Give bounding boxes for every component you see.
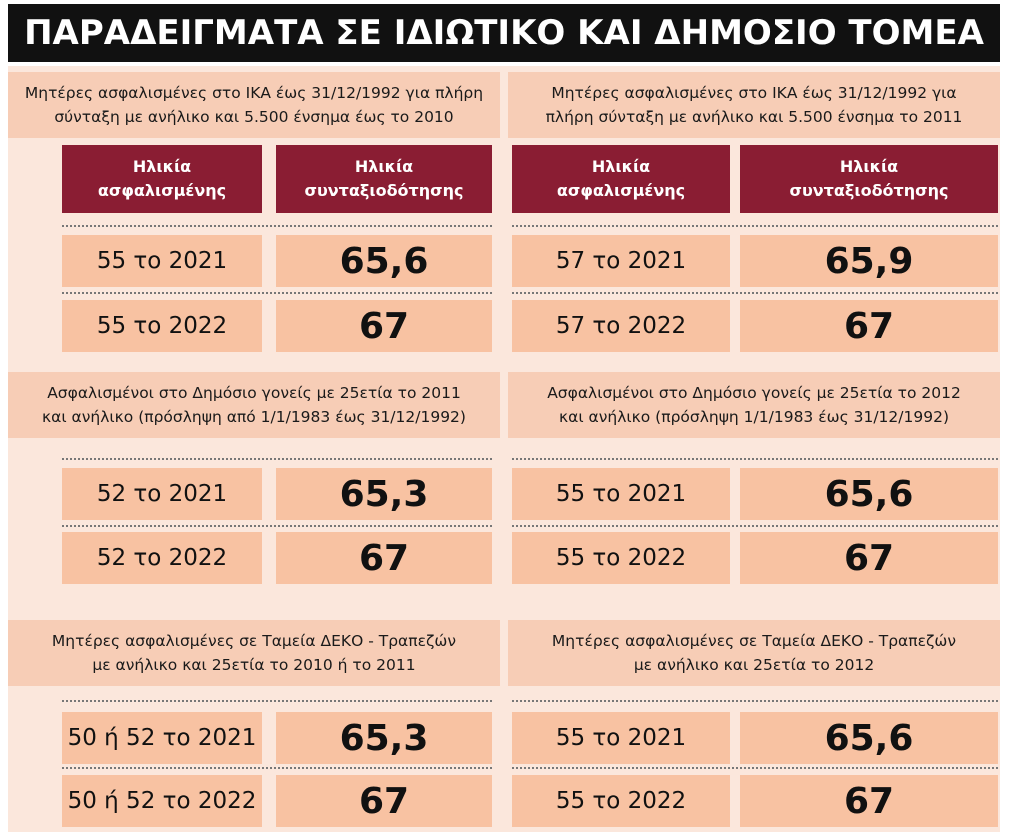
separator (512, 458, 998, 460)
value-cell: 65,3 (276, 468, 492, 520)
text-line: Μητέρες ασφαλισμένες σε Ταμεία ΔΕΚΟ - Τρ… (551, 632, 957, 650)
separator (62, 458, 492, 460)
separator (62, 525, 492, 527)
value-cell: 67 (740, 775, 998, 827)
separator (62, 225, 492, 227)
value-cell: 65,3 (276, 712, 492, 764)
separator (62, 700, 492, 702)
text-line: Μητέρες ασφαλισμένες στο ΙΚΑ έως 31/12/1… (24, 84, 484, 102)
text-line: Ηλικία (591, 157, 651, 176)
age-cell: 50 ή 52 το 2022 (62, 775, 262, 827)
column-header: Ηλικία ασφαλισμένης (62, 145, 262, 213)
separator (62, 292, 492, 294)
panel-caption: Μητέρες ασφαλισμένες στο ΙΚΑ έως 31/12/1… (508, 72, 1000, 138)
column-header: Ηλικία ασφαλισμένης (512, 145, 730, 213)
value-cell: 65,9 (740, 235, 998, 287)
panel-caption: Μητέρες ασφαλισμένες στο ΙΚΑ έως 31/12/1… (8, 72, 500, 138)
title: ΠΑΡΑΔΕΙΓΜΑΤΑ ΣΕ ΙΔΙΩΤΙΚΟ ΚΑΙ ΔΗΜΟΣΙΟ ΤΟΜ… (8, 4, 1000, 62)
age-cell: 57 το 2022 (512, 300, 730, 352)
value-cell: 67 (740, 300, 998, 352)
value-cell: 67 (740, 532, 998, 584)
age-cell: 55 το 2022 (512, 532, 730, 584)
separator (512, 700, 998, 702)
age-cell: 55 το 2021 (512, 712, 730, 764)
value-cell: 65,6 (276, 235, 492, 287)
panel-caption: Μητέρες ασφαλισμένες σε Ταμεία ΔΕΚΟ - Τρ… (8, 620, 500, 686)
value-cell: 67 (276, 300, 492, 352)
text-line: ασφαλισμένης (97, 181, 227, 200)
separator (512, 292, 998, 294)
text-line: και ανήλικο (πρόσληψη 1/1/1983 έως 31/12… (559, 408, 949, 426)
text-line: με ανήλικο και 25ετία το 2012 (633, 656, 875, 674)
separator (512, 767, 998, 769)
age-cell: 52 το 2021 (62, 468, 262, 520)
column-header: Ηλικία συνταξιοδότησης (740, 145, 998, 213)
text-line: Ηλικία (132, 157, 192, 176)
column-header: Ηλικία συνταξιοδότησης (276, 145, 492, 213)
age-cell: 55 το 2021 (512, 468, 730, 520)
age-cell: 55 το 2022 (62, 300, 262, 352)
panel-caption: Ασφαλισμένοι στο Δημόσιο γονείς με 25ετί… (508, 372, 1000, 438)
value-cell: 67 (276, 775, 492, 827)
text-line: Ασφαλισμένοι στο Δημόσιο γονείς με 25ετί… (47, 384, 461, 402)
value-cell: 65,6 (740, 468, 998, 520)
panel-caption: Μητέρες ασφαλισμένες σε Ταμεία ΔΕΚΟ - Τρ… (508, 620, 1000, 686)
text-line: σύνταξη με ανήλικο και 5.500 ένσημα έως … (54, 108, 454, 126)
value-cell: 67 (276, 532, 492, 584)
text-line: συνταξιοδότησης (304, 181, 464, 200)
age-cell: 52 το 2022 (62, 532, 262, 584)
separator (62, 767, 492, 769)
text-line: Ασφαλισμένοι στο Δημόσιο γονείς με 25ετί… (547, 384, 961, 402)
text-line: Ηλικία (354, 157, 414, 176)
age-cell: 50 ή 52 το 2021 (62, 712, 262, 764)
value-cell: 65,6 (740, 712, 998, 764)
text-line: με ανήλικο και 25ετία το 2010 ή το 2011 (92, 656, 416, 674)
age-cell: 55 το 2022 (512, 775, 730, 827)
separator (512, 525, 998, 527)
text-line: συνταξιοδότησης (789, 181, 949, 200)
text-line: Μητέρες ασφαλισμένες σε Ταμεία ΔΕΚΟ - Τρ… (51, 632, 457, 650)
text-line: ασφαλισμένης (556, 181, 686, 200)
panel-caption: Ασφαλισμένοι στο Δημόσιο γονείς με 25ετί… (8, 372, 500, 438)
age-cell: 57 το 2021 (512, 235, 730, 287)
text-line: πλήρη σύνταξη με ανήλικο και 5.500 ένσημ… (545, 108, 963, 126)
separator (512, 225, 998, 227)
text-line: και ανήλικο (πρόσληψη από 1/1/1983 έως 3… (42, 408, 466, 426)
text-line: Μητέρες ασφαλισμένες στο ΙΚΑ έως 31/12/1… (551, 84, 957, 102)
text-line: Ηλικία (839, 157, 899, 176)
age-cell: 55 το 2021 (62, 235, 262, 287)
